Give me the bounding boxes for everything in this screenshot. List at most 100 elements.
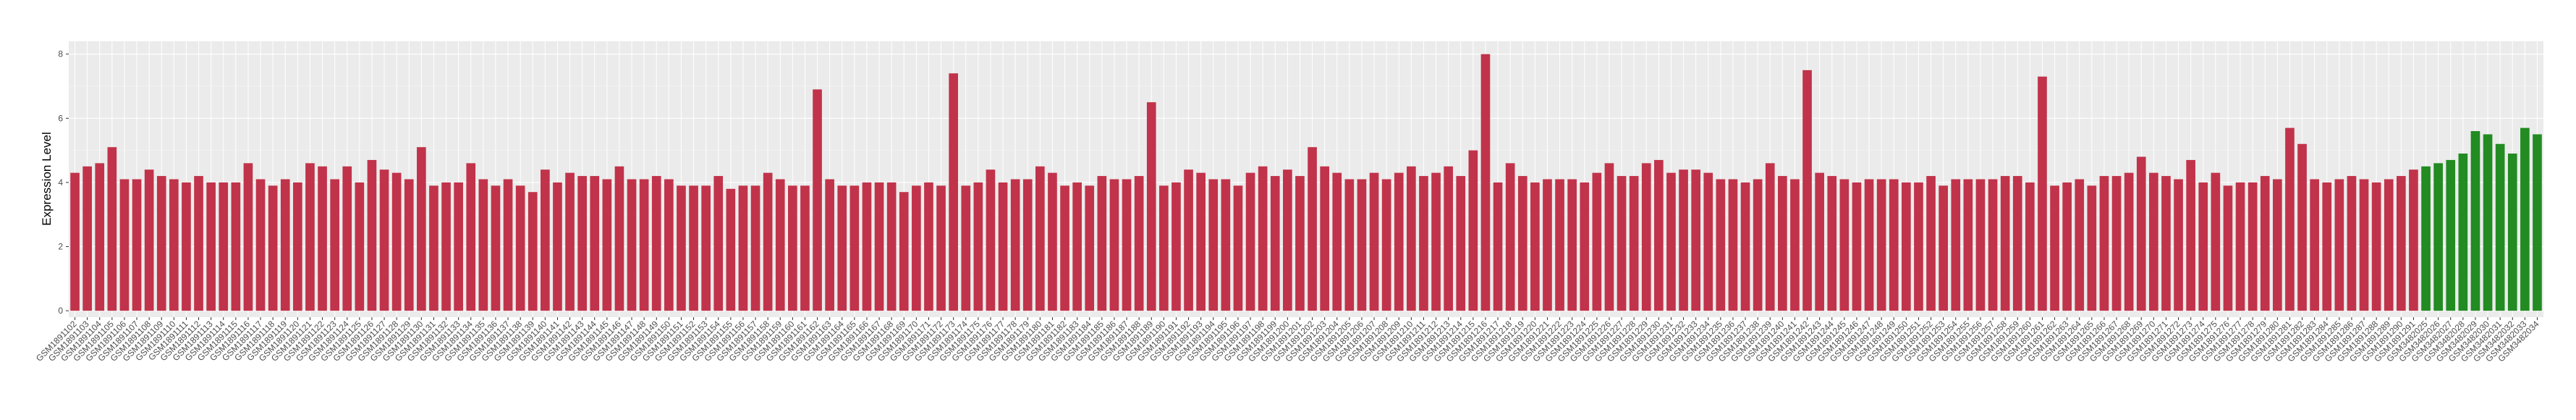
bar xyxy=(1802,70,1812,311)
bar xyxy=(2087,185,2097,311)
bar xyxy=(2038,76,2047,311)
bar xyxy=(1852,182,1862,311)
bar xyxy=(677,185,686,311)
bar xyxy=(1975,179,1986,311)
bar xyxy=(738,185,748,311)
bar xyxy=(379,169,389,311)
bar xyxy=(726,188,736,311)
bar xyxy=(664,179,674,311)
bar xyxy=(1109,179,1119,311)
bar xyxy=(2483,134,2493,311)
bar xyxy=(825,179,834,311)
bar xyxy=(95,163,105,311)
bar xyxy=(2062,182,2072,311)
bar xyxy=(973,182,983,311)
bar xyxy=(144,169,154,311)
bar xyxy=(156,176,166,311)
bar xyxy=(2397,176,2406,311)
bar xyxy=(2433,163,2443,311)
bar xyxy=(404,179,414,311)
bar xyxy=(1444,166,1453,311)
bar xyxy=(998,182,1008,311)
bar xyxy=(70,172,80,311)
bar xyxy=(1258,166,1268,311)
bar xyxy=(2409,169,2418,311)
bar xyxy=(429,185,438,311)
bar xyxy=(182,182,191,311)
bar xyxy=(1159,185,1169,311)
bar xyxy=(1493,182,1503,311)
bar xyxy=(936,185,946,311)
bar xyxy=(1431,172,1441,311)
bar xyxy=(1740,182,1750,311)
bar xyxy=(1839,179,1850,311)
bar xyxy=(2446,159,2456,311)
bar xyxy=(243,163,253,311)
bar xyxy=(478,179,488,311)
bar xyxy=(1555,179,1564,311)
bar xyxy=(886,182,897,311)
bar xyxy=(2198,182,2208,311)
bar xyxy=(1468,150,1478,311)
bar xyxy=(775,179,785,311)
bar xyxy=(1320,166,1329,311)
bar xyxy=(1134,176,1144,311)
bar xyxy=(1456,176,1466,311)
bar xyxy=(553,182,562,311)
bar xyxy=(1778,176,1787,311)
bar xyxy=(1543,179,1552,311)
bar xyxy=(231,182,241,311)
bar xyxy=(1654,159,1664,311)
bar xyxy=(2495,143,2505,311)
bar xyxy=(651,176,661,311)
y-tick-label: 8 xyxy=(58,49,63,59)
bar xyxy=(2211,172,2221,311)
bar xyxy=(107,147,117,311)
bar xyxy=(2124,172,2134,311)
bar xyxy=(713,176,724,311)
bar xyxy=(268,185,278,311)
bar xyxy=(82,166,92,311)
bar xyxy=(2161,176,2171,311)
bar xyxy=(1381,179,1391,311)
bar xyxy=(1122,179,1132,311)
bar xyxy=(1394,172,1404,311)
bar xyxy=(837,185,847,311)
y-tick-label: 2 xyxy=(58,242,63,252)
bar xyxy=(1716,179,1726,311)
bar xyxy=(1295,176,1305,311)
bar xyxy=(2359,179,2369,311)
bar xyxy=(280,179,290,311)
bar xyxy=(1369,172,1379,311)
bar xyxy=(2149,172,2158,311)
bar xyxy=(541,169,550,311)
bar xyxy=(1753,179,1763,311)
bar xyxy=(2111,176,2122,311)
bar xyxy=(1010,179,1020,311)
bar xyxy=(132,179,142,311)
bar xyxy=(763,172,773,311)
bar xyxy=(1629,176,1639,311)
bar xyxy=(515,185,525,311)
bar xyxy=(1666,172,1676,311)
bar xyxy=(1048,172,1057,311)
bar xyxy=(355,182,365,311)
bar xyxy=(305,163,315,311)
bar xyxy=(986,169,996,311)
bar xyxy=(1580,182,1590,311)
bar xyxy=(1517,176,1528,311)
bar xyxy=(2533,134,2542,311)
bar xyxy=(1480,54,1491,311)
bar xyxy=(2136,156,2146,311)
bar xyxy=(169,179,179,311)
y-tick-label: 0 xyxy=(58,306,63,316)
bar xyxy=(219,182,229,311)
bar xyxy=(1233,185,1243,311)
bar xyxy=(1988,179,1998,311)
bar xyxy=(2384,179,2394,311)
bar xyxy=(528,192,538,311)
bar xyxy=(1060,185,1069,311)
bar xyxy=(1679,169,1688,311)
bar xyxy=(1332,172,1342,311)
bar xyxy=(119,179,130,311)
